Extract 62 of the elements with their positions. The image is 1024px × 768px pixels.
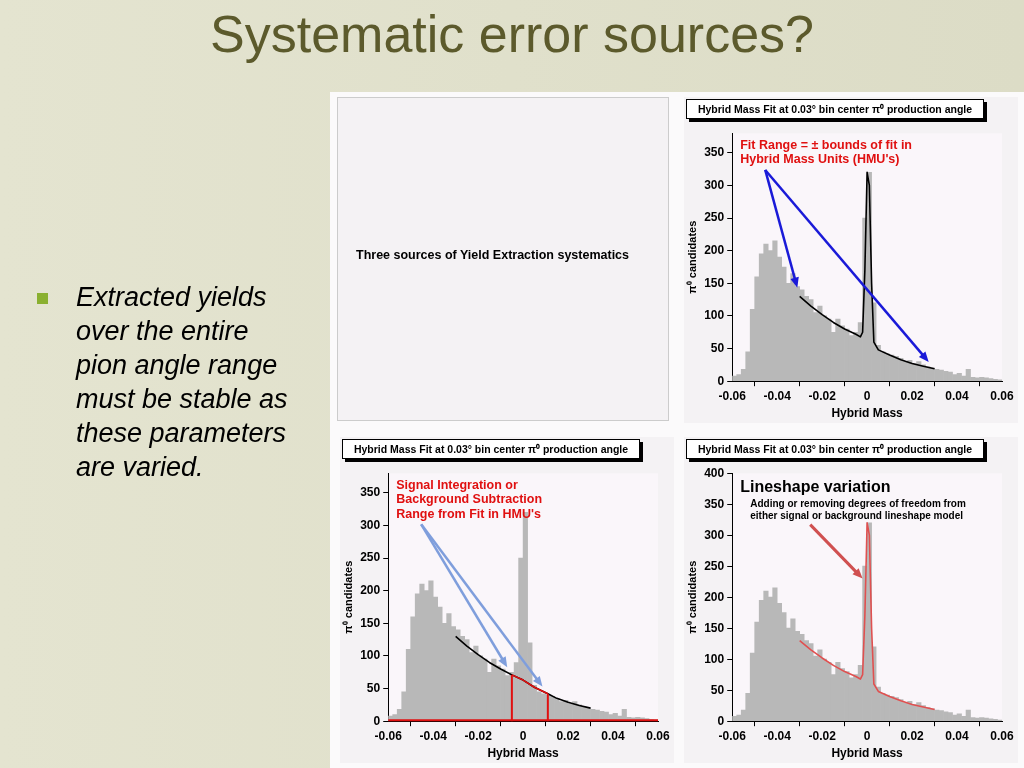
y-tick-label: 0 [717,713,725,728]
y-tick-label: 0 [717,373,725,388]
x-axis-title: Hybrid Mass [487,746,560,761]
text: Three sources of Yield Extraction systematics [356,248,630,262]
x-tick-label: -0.06 [718,388,747,403]
y-tick-label: 50 [710,340,725,355]
y-tick-label: 150 [360,615,381,630]
x-tick-label: -0.04 [419,728,448,743]
x-tick-label: -0.04 [763,728,792,743]
x-tick-label: -0.02 [808,728,837,743]
x-tick-label: 0.02 [900,388,925,403]
x-tick-label: 0.02 [556,728,581,743]
x-tick-label: 0.06 [990,388,1014,403]
x-axis-title: Hybrid Mass [831,406,904,421]
x-tick-label: 0.04 [601,728,626,743]
y-tick-label: 300 [704,177,725,192]
y-tick-label: 300 [704,527,725,542]
x-tick-label: 0 [863,388,871,403]
y-tick-label: 0 [373,713,381,728]
annotation: Signal Integration or Background Subtraction Range from Fit in HMU's [396,477,543,521]
y-tick-label: 200 [704,589,725,604]
annotation: Adding or removing degrees of freedom from either signal or background lineshape model [750,498,966,521]
y-tick-label: 200 [360,582,381,597]
y-axis-title: π⁰ candidates [341,560,354,634]
y-tick-label: 100 [704,651,725,666]
x-tick-label: 0.06 [646,728,670,743]
x-tick-label: 0 [863,728,871,743]
x-axis-title: Hybrid Mass [831,746,904,761]
text: Systematic error sources? [209,4,815,64]
y-tick-label: 200 [704,242,725,257]
x-tick-label: -0.04 [763,388,792,403]
y-tick-label: 150 [704,620,725,635]
y-tick-label: 100 [360,648,381,663]
y-tick-label: 350 [360,485,381,500]
y-tick-label: 50 [710,682,725,697]
chart-title: Hybrid Mass Fit at 0.03° bin center π⁰ production angle [686,439,984,459]
y-axis-title: π⁰ candidates [685,220,698,294]
annotation: Fit Range = ± bounds of fit in Hybrid Mass Units (HMU's) [740,137,912,167]
y-axis-title: π⁰ candidates [685,560,698,634]
y-tick-label: 350 [704,145,725,160]
y-tick-label: 250 [704,558,725,573]
y-tick-label: 150 [704,275,725,290]
y-tick-label: 400 [704,465,725,480]
x-tick-label: -0.02 [464,728,493,743]
x-tick-label: 0.06 [990,728,1014,743]
x-tick-label: -0.02 [808,388,837,403]
annotation: Lineshape variation [740,477,891,495]
x-tick-label: -0.06 [718,728,747,743]
x-tick-label: 0 [519,728,527,743]
y-tick-label: 250 [360,550,381,565]
chart-title: Hybrid Mass Fit at 0.03° bin center π⁰ production angle [686,99,984,119]
x-tick-label: 0.04 [945,728,970,743]
y-tick-label: 350 [704,496,725,511]
y-tick-label: 300 [360,517,381,532]
x-tick-label: 0.04 [945,388,970,403]
y-tick-label: 100 [704,308,725,323]
text: Extracted yields over the entire pion angle range must be stable as these parameters are varied. [76,281,289,484]
y-tick-label: 50 [366,680,381,695]
x-tick-label: 0.02 [900,728,925,743]
x-tick-label: -0.06 [374,728,403,743]
y-tick-label: 250 [704,210,725,225]
chart-title: Hybrid Mass Fit at 0.03° bin center π⁰ production angle [342,439,640,459]
